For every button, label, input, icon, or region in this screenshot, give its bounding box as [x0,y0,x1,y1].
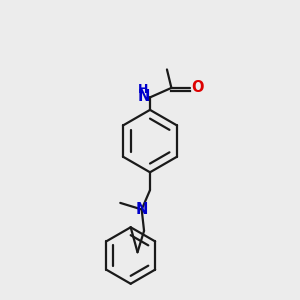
Text: N: N [137,89,150,104]
Text: N: N [136,202,148,217]
Text: H: H [138,82,148,96]
Text: O: O [192,80,204,95]
